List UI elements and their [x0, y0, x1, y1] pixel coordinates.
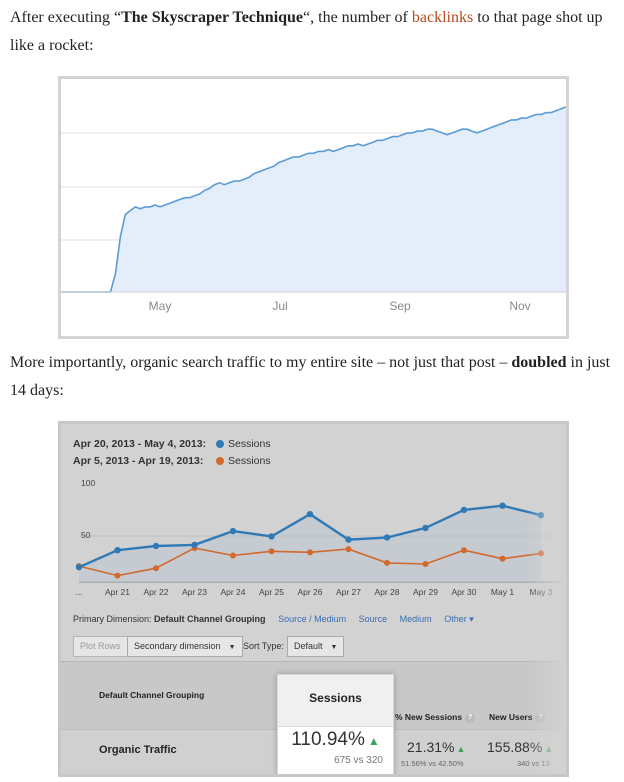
y-tick-label: 100 [81, 478, 95, 488]
sessions-line-chart: 100 50... Apr 21 Apr 22 Apr 23 Apr 24 Apr 25 Ap… [75, 478, 566, 597]
previous-point [422, 560, 429, 567]
primary-dimension-selected: Default Channel Grouping [154, 614, 266, 624]
primary-dimension-label: Primary Dimension: [73, 614, 152, 624]
x-date-label: Apr 23 [182, 587, 207, 597]
x-tick-label: Nov [509, 299, 530, 313]
traffic-text: More importantly, organic search traffic… [10, 354, 512, 371]
x-date-label: Apr 29 [413, 587, 438, 597]
previous-point [499, 555, 506, 562]
right-edge-fade [526, 424, 566, 774]
new-sessions-value: 21.31% ▲ [407, 739, 466, 755]
x-tick-label: Jul [272, 299, 287, 313]
current-point [229, 527, 237, 535]
backlinks-link[interactable]: backlinks [411, 9, 474, 26]
col-header-sessions[interactable]: Sessions [278, 675, 393, 727]
x-tick-label: Sep [389, 299, 411, 313]
dimension-other[interactable]: Other ▾ [444, 614, 474, 624]
current-point [460, 506, 468, 514]
previous-point [307, 549, 313, 556]
sort-type-dropdown[interactable]: Default ▼ [287, 636, 345, 657]
previous-point [345, 546, 352, 553]
backlinks-chart-svg: May Jul Sep Nov [61, 106, 566, 313]
current-point [191, 541, 198, 549]
col-header-new-sessions[interactable]: % New Sessions? [395, 712, 476, 723]
previous-point [153, 565, 159, 572]
intro-text-end: to that page shot up like a rocket: [10, 9, 603, 54]
x-date-label: Apr 27 [336, 587, 361, 597]
legend-dot-orange [216, 457, 224, 466]
intro-text: After executing “ [10, 9, 122, 26]
x-date-label: May 1 [491, 587, 514, 597]
legend-item-current: Sessions [216, 438, 271, 450]
row-label-organic-traffic[interactable]: Organic Traffic [99, 744, 177, 756]
x-date-label: Apr 24 [220, 587, 245, 597]
skyscraper-technique-bold: The Skyscraper Technique [121, 9, 304, 26]
x-date-label: Apr 30 [451, 587, 476, 597]
help-icon: ? [465, 712, 476, 723]
legend-dot-blue [216, 440, 224, 449]
current-point [499, 502, 506, 509]
current-point [75, 563, 83, 571]
analytics-screenshot: Apr 20, 2013 - May 4, 2013: Sessions Apr… [58, 421, 569, 777]
doubled-bold: doubled [511, 354, 567, 371]
traffic-text-end: in just 14 days: [10, 354, 611, 399]
primary-dimension-row: Primary Dimension: Default Channel Group… [73, 614, 474, 625]
legend-range-previous: Apr 5, 2013 - Apr 19, 2013: [73, 455, 204, 467]
previous-point [230, 552, 236, 559]
intro-text-mid: “, the number of [303, 9, 412, 26]
current-point [345, 536, 352, 543]
secondary-dimension-dropdown[interactable]: Secondary dimension ▼ [127, 636, 243, 657]
legend-range-current: Apr 20, 2013 - May 4, 2013: [73, 438, 207, 450]
dimension-source[interactable]: Source [358, 614, 388, 624]
sessions-change-value: 110.94% ▲ [291, 729, 380, 750]
x-date-label: Apr 28 [374, 587, 399, 597]
backlinks-line [61, 106, 566, 293]
arrow-up-icon: ▲ [456, 744, 466, 754]
current-point [422, 524, 429, 532]
intro-paragraph: After executing “The Skyscraper Techniqu… [10, 4, 616, 60]
dimension-source-medium[interactable]: Source / Medium [278, 614, 347, 624]
plot-rows-button[interactable]: Plot Rows [73, 636, 128, 657]
current-point [114, 547, 121, 554]
x-date-label: Apr 26 [297, 587, 322, 597]
x-tick-label: May [149, 299, 172, 313]
chevron-down-icon: ▼ [330, 644, 338, 651]
sessions-highlight-card: Sessions 110.94% ▲ 675 vs 320 [277, 674, 394, 774]
y-tick-label: 50 [81, 530, 91, 540]
traffic-paragraph: More importantly, organic search traffic… [10, 349, 616, 405]
backlinks-area [61, 107, 566, 292]
current-point [152, 542, 160, 550]
new-sessions-compare: 51.56% vs 42.50% [401, 759, 464, 768]
current-point [268, 533, 275, 540]
previous-point [461, 547, 467, 554]
dimension-medium[interactable]: Medium [399, 614, 432, 624]
x-date-label: Apr 21 [105, 587, 130, 597]
x-date-label: ... [75, 587, 82, 597]
sessions-compare: 675 vs 320 [334, 755, 383, 766]
legend-item-previous: Sessions [216, 455, 271, 467]
x-date-label: Apr 25 [259, 587, 284, 597]
col-header-channel-grouping[interactable]: Default Channel Grouping [99, 690, 205, 700]
sort-type-label: Sort Type: [243, 641, 284, 651]
backlinks-chart: May Jul Sep Nov [58, 76, 569, 339]
arrow-up-icon: ▲ [367, 734, 380, 748]
chevron-down-icon: ▼ [228, 644, 236, 651]
previous-point [268, 548, 275, 555]
x-date-label: Apr 22 [143, 587, 168, 597]
previous-point [384, 559, 390, 566]
current-point [383, 534, 391, 541]
current-point [306, 510, 314, 518]
previous-point [114, 572, 121, 579]
